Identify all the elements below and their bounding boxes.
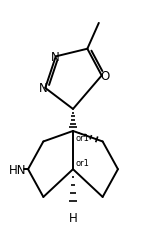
Text: or1: or1 <box>76 159 90 168</box>
Text: H: H <box>69 211 77 224</box>
Text: O: O <box>100 70 109 83</box>
Text: HN: HN <box>9 163 26 176</box>
Text: N: N <box>39 82 48 95</box>
Text: or1: or1 <box>76 133 90 142</box>
Text: N: N <box>51 51 59 64</box>
